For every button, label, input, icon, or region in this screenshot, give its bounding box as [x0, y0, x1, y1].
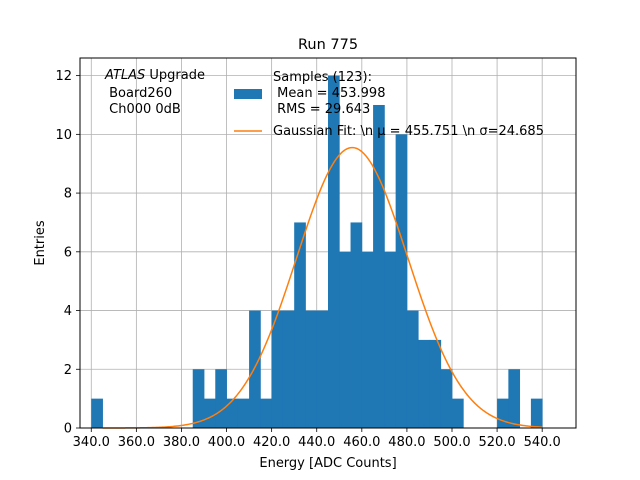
atlas-annotation: ATLAS Upgrade Board260 Ch000 0dB	[104, 68, 205, 117]
y-tick-label: 2	[64, 363, 72, 378]
histogram-bar	[204, 398, 216, 428]
x-tick-label: 340.0	[73, 435, 110, 450]
gaussian-fit-curve	[102, 146, 543, 429]
x-tick-label: 480.0	[388, 435, 425, 450]
histogram-bar	[316, 310, 329, 428]
histogram-bar	[91, 398, 103, 428]
histogram-bar	[339, 251, 351, 428]
x-axis-ticks: 340.0 360.0 380.0 400.0 420.0 440.0 460.0 480.0…	[73, 428, 561, 450]
x-tick-label: 440.0	[298, 435, 335, 450]
histogram-bar	[294, 222, 306, 428]
x-axis-label: Energy [ADC Counts]	[259, 456, 396, 471]
x-tick-label: 360.0	[118, 435, 155, 450]
histogram-bar	[260, 398, 273, 428]
plot-frame	[79, 57, 577, 429]
histogram-bar	[418, 339, 430, 428]
histogram-bar	[530, 398, 543, 428]
histogram-bar	[249, 310, 261, 428]
y-tick-label: 10	[55, 128, 72, 143]
histogram-bar	[429, 339, 442, 428]
legend-rms-label: RMS = 29.643	[273, 102, 370, 117]
histogram-bars	[91, 75, 543, 428]
x-tick-label: 380.0	[163, 435, 200, 450]
y-axis-label: Entries	[33, 220, 48, 266]
legend-mean-label: Mean = 453.998	[273, 86, 385, 101]
histogram-bar	[271, 310, 284, 428]
svg-text:ATLAS Upgrade: ATLAS Upgrade	[104, 68, 205, 83]
histogram-bar	[508, 369, 521, 428]
legend: Samples (123): Mean = 453.998 RMS = 29.6…	[234, 70, 544, 139]
histogram-bar	[373, 104, 385, 428]
x-tick-label: 420.0	[253, 435, 290, 450]
histogram-bar	[305, 310, 318, 428]
atlas-label: ATLAS	[104, 68, 145, 83]
x-tick-label: 540.0	[524, 435, 561, 450]
x-tick-label: 520.0	[478, 435, 515, 450]
chart-title: Run 775	[298, 37, 358, 53]
histogram-bar	[192, 369, 205, 428]
y-tick-label: 12	[55, 69, 72, 84]
histogram-bar	[215, 369, 227, 428]
histogram-bar	[226, 398, 239, 428]
histogram-bar	[384, 251, 397, 428]
upgrade-label: Upgrade	[145, 68, 205, 83]
legend-samples-label: Samples (123):	[273, 70, 372, 85]
histogram-bar	[350, 222, 363, 428]
x-tick-label: 460.0	[343, 435, 380, 450]
histogram-bar	[328, 75, 340, 428]
y-tick-label: 6	[64, 245, 72, 260]
x-tick-label: 500.0	[433, 435, 470, 450]
histogram-bar	[282, 310, 295, 428]
histogram-bar	[497, 398, 509, 428]
histogram-bar	[237, 398, 250, 428]
legend-histogram-swatch	[234, 89, 262, 99]
x-tick-label: 400.0	[208, 435, 245, 450]
histogram-bar	[440, 369, 453, 428]
board-label: Board260	[105, 86, 172, 101]
channel-label: Ch000 0dB	[105, 102, 181, 117]
y-axis-ticks: 0 2 4 6 8 10 12	[55, 69, 80, 437]
y-tick-label: 8	[64, 187, 72, 202]
histogram-bar	[361, 251, 374, 428]
y-tick-label: 0	[64, 422, 72, 437]
histogram-bar	[452, 398, 464, 428]
legend-fit-label: Gaussian Fit: \n μ = 455.751 \n σ=24.685	[273, 124, 544, 139]
histogram-bar	[395, 134, 408, 428]
histogram-bar	[406, 310, 419, 428]
y-tick-label: 4	[64, 304, 72, 319]
